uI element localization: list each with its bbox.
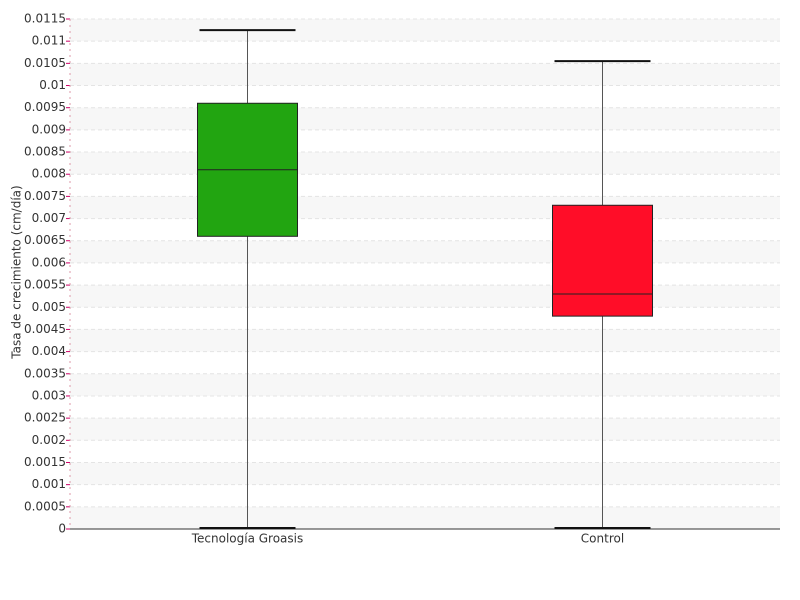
y-tick-label: 0.005	[32, 300, 66, 314]
y-tick-label: 0.0065	[24, 233, 66, 247]
grid-band	[70, 19, 780, 42]
y-tick-label: 0.008	[32, 167, 66, 181]
box	[552, 204, 653, 317]
grid-band	[70, 107, 780, 130]
x-tick-label: Tecnología Groasis	[191, 532, 304, 546]
grid-band	[70, 373, 780, 396]
grid-band	[70, 418, 780, 441]
y-tick-label: 0.002	[32, 433, 66, 447]
grid-band	[70, 506, 780, 529]
grid-band	[70, 196, 780, 219]
y-tick-label: 0.0055	[24, 278, 66, 292]
y-tick-label: 0.0085	[24, 145, 66, 159]
y-tick-label: 0.004	[32, 344, 66, 358]
y-tick-label: 0.0015	[24, 455, 66, 469]
y-tick-label: 0.01	[39, 78, 66, 92]
y-tick-label: 0.0025	[24, 411, 66, 425]
y-tick-label: 0.009	[32, 122, 66, 136]
y-tick-label: 0.007	[32, 211, 66, 225]
y-tick-label: 0.0115	[24, 12, 66, 26]
y-tick-label: 0.0105	[24, 56, 66, 70]
y-tick-label: 0	[58, 522, 66, 536]
y-tick-label: 0.0095	[24, 100, 66, 114]
grid-band	[70, 329, 780, 352]
y-axis-label: Tasa de crecimiento (cm/día)	[10, 185, 24, 359]
grid-band	[70, 240, 780, 263]
grid-band	[70, 63, 780, 86]
y-tick-label: 0.0045	[24, 322, 66, 336]
grid-band	[70, 152, 780, 175]
y-tick-label: 0.006	[32, 255, 66, 269]
y-tick-label: 0.003	[32, 388, 66, 402]
y-tick-label: 0.0005	[24, 499, 66, 513]
y-tick-label: 0.0035	[24, 366, 66, 380]
grid-band	[70, 462, 780, 485]
y-tick-label: 0.011	[32, 34, 66, 48]
y-tick-label: 0.0075	[24, 189, 66, 203]
grid-band	[70, 285, 780, 308]
y-tick-label: 0.001	[32, 477, 66, 491]
x-tick-label: Control	[581, 532, 624, 546]
